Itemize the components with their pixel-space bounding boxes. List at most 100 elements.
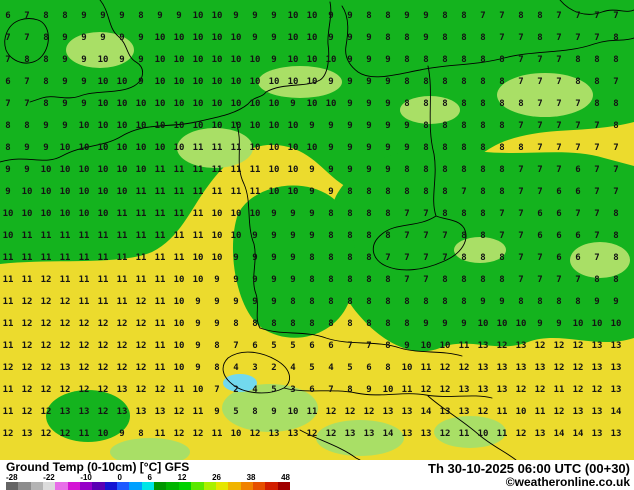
temp-value: 11 <box>2 319 14 329</box>
temp-value: 11 <box>154 297 166 307</box>
temp-value: 13 <box>591 341 603 351</box>
temp-value: 11 <box>97 253 109 263</box>
temp-value: 5 <box>309 363 315 373</box>
temp-value: 13 <box>591 407 603 417</box>
temp-value: 11 <box>496 429 508 439</box>
temp-value: 8 <box>233 319 239 329</box>
temp-value: 7 <box>518 165 524 175</box>
temp-value: 8 <box>480 209 486 219</box>
temp-value: 10 <box>420 341 432 351</box>
temp-value: 10 <box>306 11 318 21</box>
temp-value: 8 <box>480 77 486 87</box>
temp-value: 10 <box>21 187 33 197</box>
temperature-grid: 6 7 8 8 9 9 9 8 9 9 10 10 9 9 9 10 10 9 9 8 8 9 9 8 8 7 7 8 8 7 7 7 7 7 7 8… <box>2 11 622 439</box>
temp-value: 9 <box>214 275 220 285</box>
temp-value: 4 <box>252 385 258 395</box>
temp-value: 8 <box>385 33 391 43</box>
temp-value: 10 <box>401 363 413 373</box>
temp-value: 11 <box>21 275 33 285</box>
temp-value: 9 <box>366 77 372 87</box>
temp-value: 10 <box>439 341 451 351</box>
temp-value: 11 <box>21 231 33 241</box>
temp-value: 10 <box>230 55 242 65</box>
temp-value: 13 <box>458 407 470 417</box>
temp-value: 10 <box>154 55 166 65</box>
temp-value: 5 <box>347 363 353 373</box>
temp-value: 9 <box>328 11 334 21</box>
temp-value: 8 <box>366 187 372 197</box>
temp-value: 12 <box>553 407 565 417</box>
temp-value: 10 <box>40 209 52 219</box>
temp-value: 10 <box>287 33 299 43</box>
temp-value: 9 <box>138 55 144 65</box>
temp-value: 7 <box>518 275 524 285</box>
temp-value: 8 <box>385 209 391 219</box>
temp-value: 8 <box>404 165 410 175</box>
temp-value: 10 <box>306 99 318 109</box>
temp-value: 8 <box>385 11 391 21</box>
temp-value: 9 <box>328 33 334 43</box>
temp-value: 10 <box>2 231 14 241</box>
scale-tick-label: 38 <box>246 473 256 482</box>
temp-value: 13 <box>610 341 622 351</box>
britain-coastline <box>29 0 143 103</box>
temp-value: 8 <box>461 77 467 87</box>
temp-value: 8 <box>461 99 467 109</box>
temp-value: 9 <box>271 407 277 417</box>
baltic-coastline <box>341 5 634 78</box>
temp-value: 11 <box>154 319 166 329</box>
temp-value: 7 <box>518 231 524 241</box>
temp-value: 9 <box>176 11 182 21</box>
temp-value: 8 <box>423 121 429 131</box>
temp-value: 5 <box>290 341 296 351</box>
temp-value: 8 <box>347 297 353 307</box>
temp-value: 8 <box>385 363 391 373</box>
temp-value: 8 <box>43 55 49 65</box>
temp-value: 9 <box>423 11 429 21</box>
scale-tick-label: 12 <box>177 473 187 482</box>
temp-value: 10 <box>249 143 261 153</box>
temp-value: 10 <box>287 165 299 175</box>
temp-value: 13 <box>591 429 603 439</box>
temp-value: 8 <box>499 77 505 87</box>
temp-value: 14 <box>382 429 394 439</box>
temp-value: 9 <box>62 99 68 109</box>
temp-value: 12 <box>78 385 90 395</box>
temp-value: 13 <box>610 363 622 373</box>
temp-value: 7 <box>556 77 562 87</box>
temp-value: 12 <box>40 363 52 373</box>
temp-value: 10 <box>211 77 223 87</box>
scale-segment <box>277 482 290 490</box>
temp-value: 9 <box>233 253 239 263</box>
temp-value: 8 <box>43 11 49 21</box>
scale-segment <box>215 482 229 490</box>
temp-value: 11 <box>2 385 14 395</box>
temp-value: 11 <box>154 209 166 219</box>
temp-value: 12 <box>21 297 33 307</box>
temp-value: 12 <box>116 341 128 351</box>
temp-value: 12 <box>40 385 52 395</box>
temp-value: 10 <box>268 99 280 109</box>
temp-value: 9 <box>5 165 11 175</box>
temp-value: 7 <box>404 275 410 285</box>
temp-value: 8 <box>499 253 505 263</box>
temp-value: 12 <box>59 385 71 395</box>
temp-value: 9 <box>385 99 391 109</box>
temp-value: 12 <box>135 363 147 373</box>
temp-value: 10 <box>135 121 147 131</box>
temp-value: 7 <box>594 11 600 21</box>
temp-value: 8 <box>366 11 372 21</box>
temp-value: 8 <box>499 55 505 65</box>
temp-value: 7 <box>594 143 600 153</box>
temp-value: 8 <box>328 231 334 241</box>
temp-value: 11 <box>154 429 166 439</box>
temp-value: 7 <box>347 341 353 351</box>
temp-value: 8 <box>138 11 144 21</box>
temp-value: 10 <box>192 99 204 109</box>
temp-value: 11 <box>2 253 14 263</box>
temp-value: 9 <box>480 297 486 307</box>
temp-value: 8 <box>43 33 49 43</box>
adriatic-coastline <box>427 395 517 460</box>
temp-value: 9 <box>100 33 106 43</box>
temp-value: 9 <box>252 275 258 285</box>
